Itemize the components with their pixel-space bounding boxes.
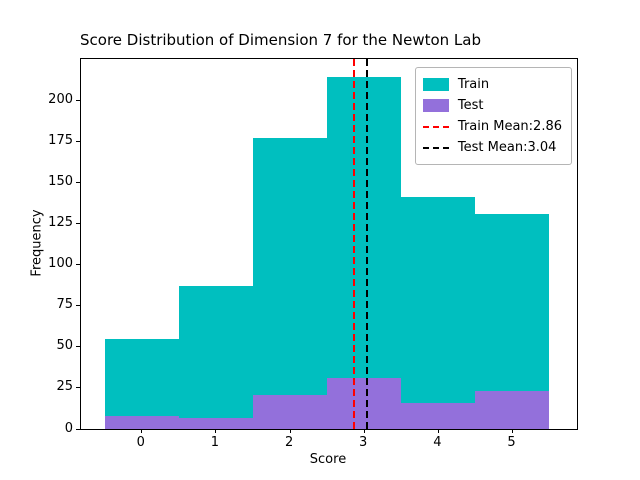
legend-entry-train: Train — [422, 74, 562, 95]
y-tick-label: 25 — [56, 379, 73, 395]
x-tick-mark — [512, 429, 513, 433]
x-tick-mark — [141, 429, 143, 433]
bar-test-0 — [104, 415, 179, 429]
x-tick-mark — [437, 429, 439, 433]
x-tick-label: 0 — [136, 435, 145, 450]
x-tick-label: 5 — [507, 435, 516, 450]
legend-label: Test Mean:3.04 — [457, 140, 557, 155]
y-tick-label: 200 — [48, 91, 73, 107]
bar-test-5 — [475, 391, 550, 429]
legend-swatch-train — [422, 78, 449, 91]
x-tick-mark — [215, 429, 217, 433]
legend-entry-test-mean-3-04: Test Mean:3.04 — [422, 137, 562, 158]
y-tick-label: 75 — [56, 297, 73, 313]
bar-test-4 — [401, 402, 476, 429]
y-tick-label: 0 — [64, 420, 73, 436]
y-tick-label: 125 — [48, 214, 73, 230]
legend-label: Train Mean:2.86 — [457, 119, 562, 134]
legend-dashed-line-test-mean-3-04 — [422, 146, 449, 149]
bar-test-1 — [178, 417, 253, 429]
plot-area: Train Test Train Mean:2.86 Test Mean:3.04 — [76, 58, 578, 433]
x-tick-label: 1 — [210, 435, 220, 450]
bar-train-2 — [253, 137, 328, 429]
bar-train-3 — [327, 77, 402, 429]
train-mean-line — [352, 59, 355, 429]
x-tick-label: 3 — [359, 435, 368, 450]
y-tick-mark — [76, 264, 80, 266]
y-tick-mark — [76, 387, 80, 389]
y-tick-mark — [76, 181, 80, 183]
bar-test-2 — [253, 394, 328, 429]
x-tick-label: 4 — [433, 435, 442, 450]
y-tick-label: 150 — [48, 173, 73, 189]
y-tick-mark — [76, 346, 80, 348]
y-tick-label: 50 — [56, 338, 73, 354]
bar-test-3 — [327, 378, 402, 429]
legend-entry-train-mean-2-86: Train Mean:2.86 — [422, 116, 562, 137]
y-tick-mark — [76, 99, 80, 101]
bar-train-4 — [401, 197, 476, 429]
legend: Train Test Train Mean:2.86 Test Mean:3.04 — [414, 67, 572, 165]
legend-label: Train — [457, 77, 490, 92]
legend-swatch-test — [422, 99, 449, 112]
test-mean-line — [366, 59, 369, 429]
y-tick-mark — [76, 305, 80, 307]
x-axis-label: Score — [309, 452, 347, 467]
y-tick-mark — [76, 428, 80, 430]
x-tick-mark — [363, 429, 365, 433]
bar-train-1 — [178, 285, 253, 429]
legend-label: Test — [457, 98, 484, 113]
y-tick-mark — [76, 140, 80, 142]
chart-title: Score Distribution of Dimension 7 for th… — [80, 31, 481, 49]
legend-entry-test: Test — [422, 95, 562, 116]
bar-train-0 — [104, 338, 179, 429]
x-tick-mark — [289, 429, 291, 433]
y-tick-mark — [76, 222, 80, 224]
y-tick-label: 175 — [48, 132, 73, 148]
legend-dashed-line-train-mean-2-86 — [422, 125, 449, 128]
y-tick-label: 100 — [48, 256, 73, 272]
x-tick-label: 2 — [284, 435, 294, 450]
